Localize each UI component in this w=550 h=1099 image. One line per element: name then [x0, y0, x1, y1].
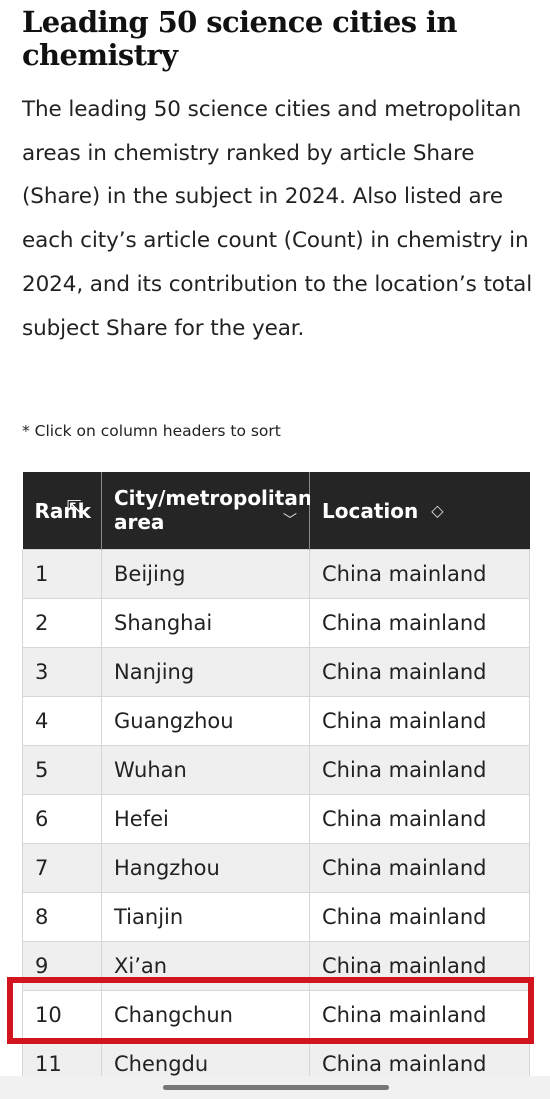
city-cell: Changchun	[101, 989, 310, 1040]
city-cell: Hefei	[101, 793, 310, 844]
table-row: 9 Xi’an China mainland	[22, 940, 530, 991]
city-cell: Nanjing	[101, 646, 310, 697]
city-cell: Shanghai	[101, 597, 310, 648]
location-cell: China mainland	[309, 646, 530, 697]
location-cell: China mainland	[309, 548, 530, 599]
table-row: 1 Beijing China mainland	[22, 548, 530, 599]
location-cell: China mainland	[309, 597, 530, 648]
rank-column-header[interactable]: Rank ⇱	[22, 472, 102, 549]
rank-cell: 5	[22, 744, 102, 795]
rank-cell: 7	[22, 842, 102, 893]
location-cell: China mainland	[309, 891, 530, 942]
location-cell: China mainland	[309, 695, 530, 746]
city-column-header[interactable]: City/metropolitan area ﹀	[101, 472, 313, 549]
city-header-label: City/metropolitan area	[114, 486, 313, 535]
table-row: 4 Guangzhou China mainland	[22, 695, 530, 746]
location-cell: China mainland	[309, 793, 530, 844]
city-cell: Tianjin	[101, 891, 310, 942]
sort-updown-icon: ◇	[431, 501, 444, 520]
table-header-row: Rank ⇱ City/metropolitan area ﹀ Location…	[22, 472, 530, 549]
table-row: 6 Hefei China mainland	[22, 793, 530, 844]
table-row: 2 Shanghai China mainland	[22, 597, 530, 648]
table-row: 7 Hangzhou China mainland	[22, 842, 530, 893]
sort-hint: * Click on column headers to sort	[22, 422, 281, 440]
city-cell: Xi’an	[101, 940, 310, 991]
location-cell: China mainland	[309, 940, 530, 991]
table-row: 8 Tianjin China mainland	[22, 891, 530, 942]
rankings-table: Rank ⇱ City/metropolitan area ﹀ Location…	[22, 472, 530, 1089]
rank-cell: 8	[22, 891, 102, 942]
location-header-label: Location	[322, 499, 419, 523]
home-indicator[interactable]	[163, 1085, 389, 1090]
page-description: The leading 50 science cities and metrop…	[22, 97, 533, 341]
rank-cell: 3	[22, 646, 102, 697]
page-title: Leading 50 science cities in chemistry	[22, 5, 457, 72]
location-column-header[interactable]: Location ◇	[309, 472, 530, 549]
rank-cell: 4	[22, 695, 102, 746]
rank-cell: 9	[22, 940, 102, 991]
pointer-cursor-icon: ⇱	[66, 497, 82, 518]
table-row-highlighted: 10 Changchun China mainland	[22, 989, 530, 1040]
rank-cell: 6	[22, 793, 102, 844]
table-row: 3 Nanjing China mainland	[22, 646, 530, 697]
rank-header-label: Rank	[34, 499, 91, 523]
location-cell: China mainland	[309, 842, 530, 893]
city-cell: Hangzhou	[101, 842, 310, 893]
location-cell: China mainland	[309, 744, 530, 795]
location-cell: China mainland	[309, 989, 530, 1040]
chevron-down-icon: ﹀	[283, 512, 297, 529]
city-cell: Guangzhou	[101, 695, 310, 746]
rank-cell: 1	[22, 548, 102, 599]
rank-cell: 2	[22, 597, 102, 648]
city-cell: Wuhan	[101, 744, 310, 795]
table-row: 5 Wuhan China mainland	[22, 744, 530, 795]
city-cell: Beijing	[101, 548, 310, 599]
rank-cell: 10	[22, 989, 102, 1040]
